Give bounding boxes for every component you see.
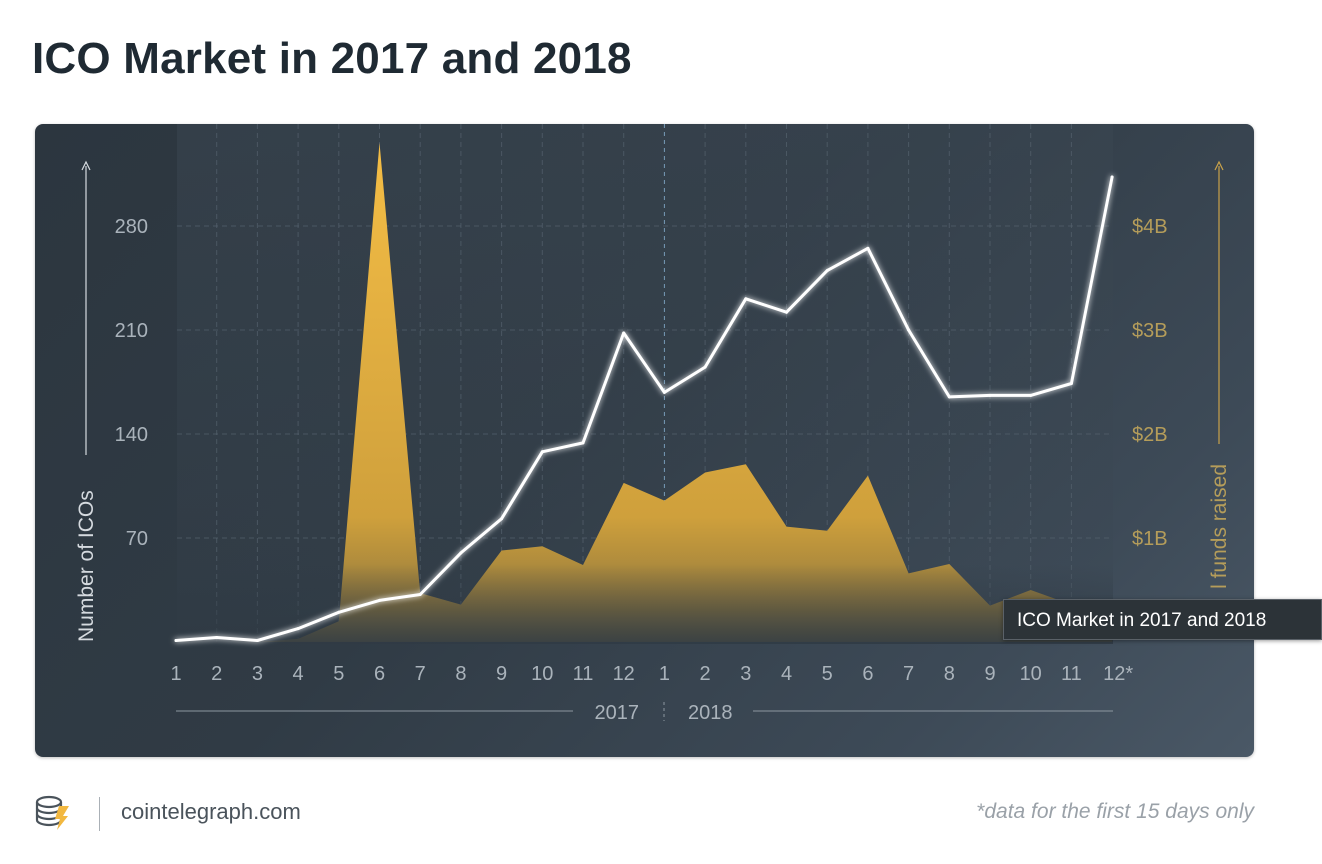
ico-count-point (500, 517, 504, 521)
footer-data-note: *data for the first 15 days only (976, 800, 1254, 823)
page-title: ICO Market in 2017 and 2018 (32, 34, 632, 83)
right-axis-tick-label: $1B (1132, 528, 1168, 550)
ico-count-point (296, 627, 300, 631)
left-axis-tick-label: 280 (115, 216, 148, 238)
ico-count-point (744, 297, 748, 301)
ico-count-point (988, 393, 992, 397)
left-axis-tick-label: 70 (126, 528, 148, 550)
right-axis-title: l funds raised (1208, 464, 1231, 589)
ico-count-point (337, 610, 341, 614)
x-tick-label: 7 (415, 663, 426, 685)
x-tick-label: 8 (455, 663, 466, 685)
right-axis-arrow-head (1214, 160, 1224, 171)
ico-count-point (215, 636, 219, 639)
ico-count-point (866, 246, 870, 250)
right-axis-tick-label: $4B (1132, 216, 1168, 238)
ico-count-point (255, 639, 259, 642)
left-axis-tick-label: 210 (115, 320, 148, 342)
left-axis-tick-label: 140 (115, 424, 148, 446)
x-tick-label: 3 (252, 663, 263, 685)
x-tick-label: 5 (333, 663, 344, 685)
ico-count-point (1029, 393, 1033, 397)
x-tick-label: 8 (944, 663, 955, 685)
x-tick-label: 5 (822, 663, 833, 685)
x-tick-label: 11 (1061, 663, 1082, 685)
funds-raised-area (176, 142, 1113, 643)
ico-count-point (947, 395, 951, 399)
ico-count-point (418, 593, 422, 596)
footer-divider (99, 797, 100, 831)
ico-count-point (540, 450, 544, 454)
x-tick-label: 2 (211, 663, 222, 685)
x-tick-label: 1 (170, 663, 181, 685)
x-tick-label: 7 (903, 663, 914, 685)
left-axis-arrow-head (81, 160, 91, 171)
right-axis-tick-label: $2B (1132, 424, 1168, 446)
chart-tooltip: ICO Market in 2017 and 2018 (1003, 599, 1322, 640)
year-label-2017: 2017 (595, 702, 640, 724)
ico-count-point (174, 639, 178, 642)
x-tick-label: 6 (374, 663, 385, 685)
x-tick-label: 12 (613, 663, 635, 685)
x-tick-label: 12* (1103, 663, 1133, 685)
ico-count-line (174, 175, 1114, 642)
x-tick-label: 9 (984, 663, 995, 685)
ico-count-point (459, 551, 463, 555)
ico-count-point (703, 365, 707, 369)
x-tick-label: 1 (659, 663, 670, 685)
x-tick-label: 4 (781, 663, 792, 685)
chart-card: 70 140 210 280 $1B $2B $3B $4B Number of ICOs l f… (35, 124, 1254, 757)
ico-count-point (662, 390, 666, 394)
ico-count-point (378, 598, 381, 602)
plot-bottom-fade (177, 564, 1113, 644)
ico-count-point (825, 269, 829, 273)
ico-count-point (1069, 382, 1073, 385)
year-label-2018: 2018 (688, 702, 733, 724)
x-tick-label: 6 (862, 663, 873, 685)
x-tick-label: 2 (700, 663, 711, 685)
x-tick-label: 4 (293, 663, 304, 685)
x-tick-label: 9 (496, 663, 507, 685)
ico-count-point (581, 441, 585, 445)
ico-count-point (907, 328, 911, 332)
ico-count-point (622, 331, 626, 335)
x-tick-label: 11 (573, 663, 594, 685)
ico-count-point (785, 310, 788, 314)
coin-stack-lightning-icon (35, 795, 69, 830)
x-tick-label: 10 (531, 663, 553, 685)
left-axis-title: Number of ICOs (75, 490, 98, 642)
footer-site-link[interactable]: cointelegraph.com (121, 799, 301, 824)
x-tick-label: 3 (740, 663, 751, 685)
ico-count-point (1110, 175, 1114, 179)
x-tick-label: 10 (1020, 663, 1042, 685)
right-axis-tick-label: $3B (1132, 320, 1168, 342)
